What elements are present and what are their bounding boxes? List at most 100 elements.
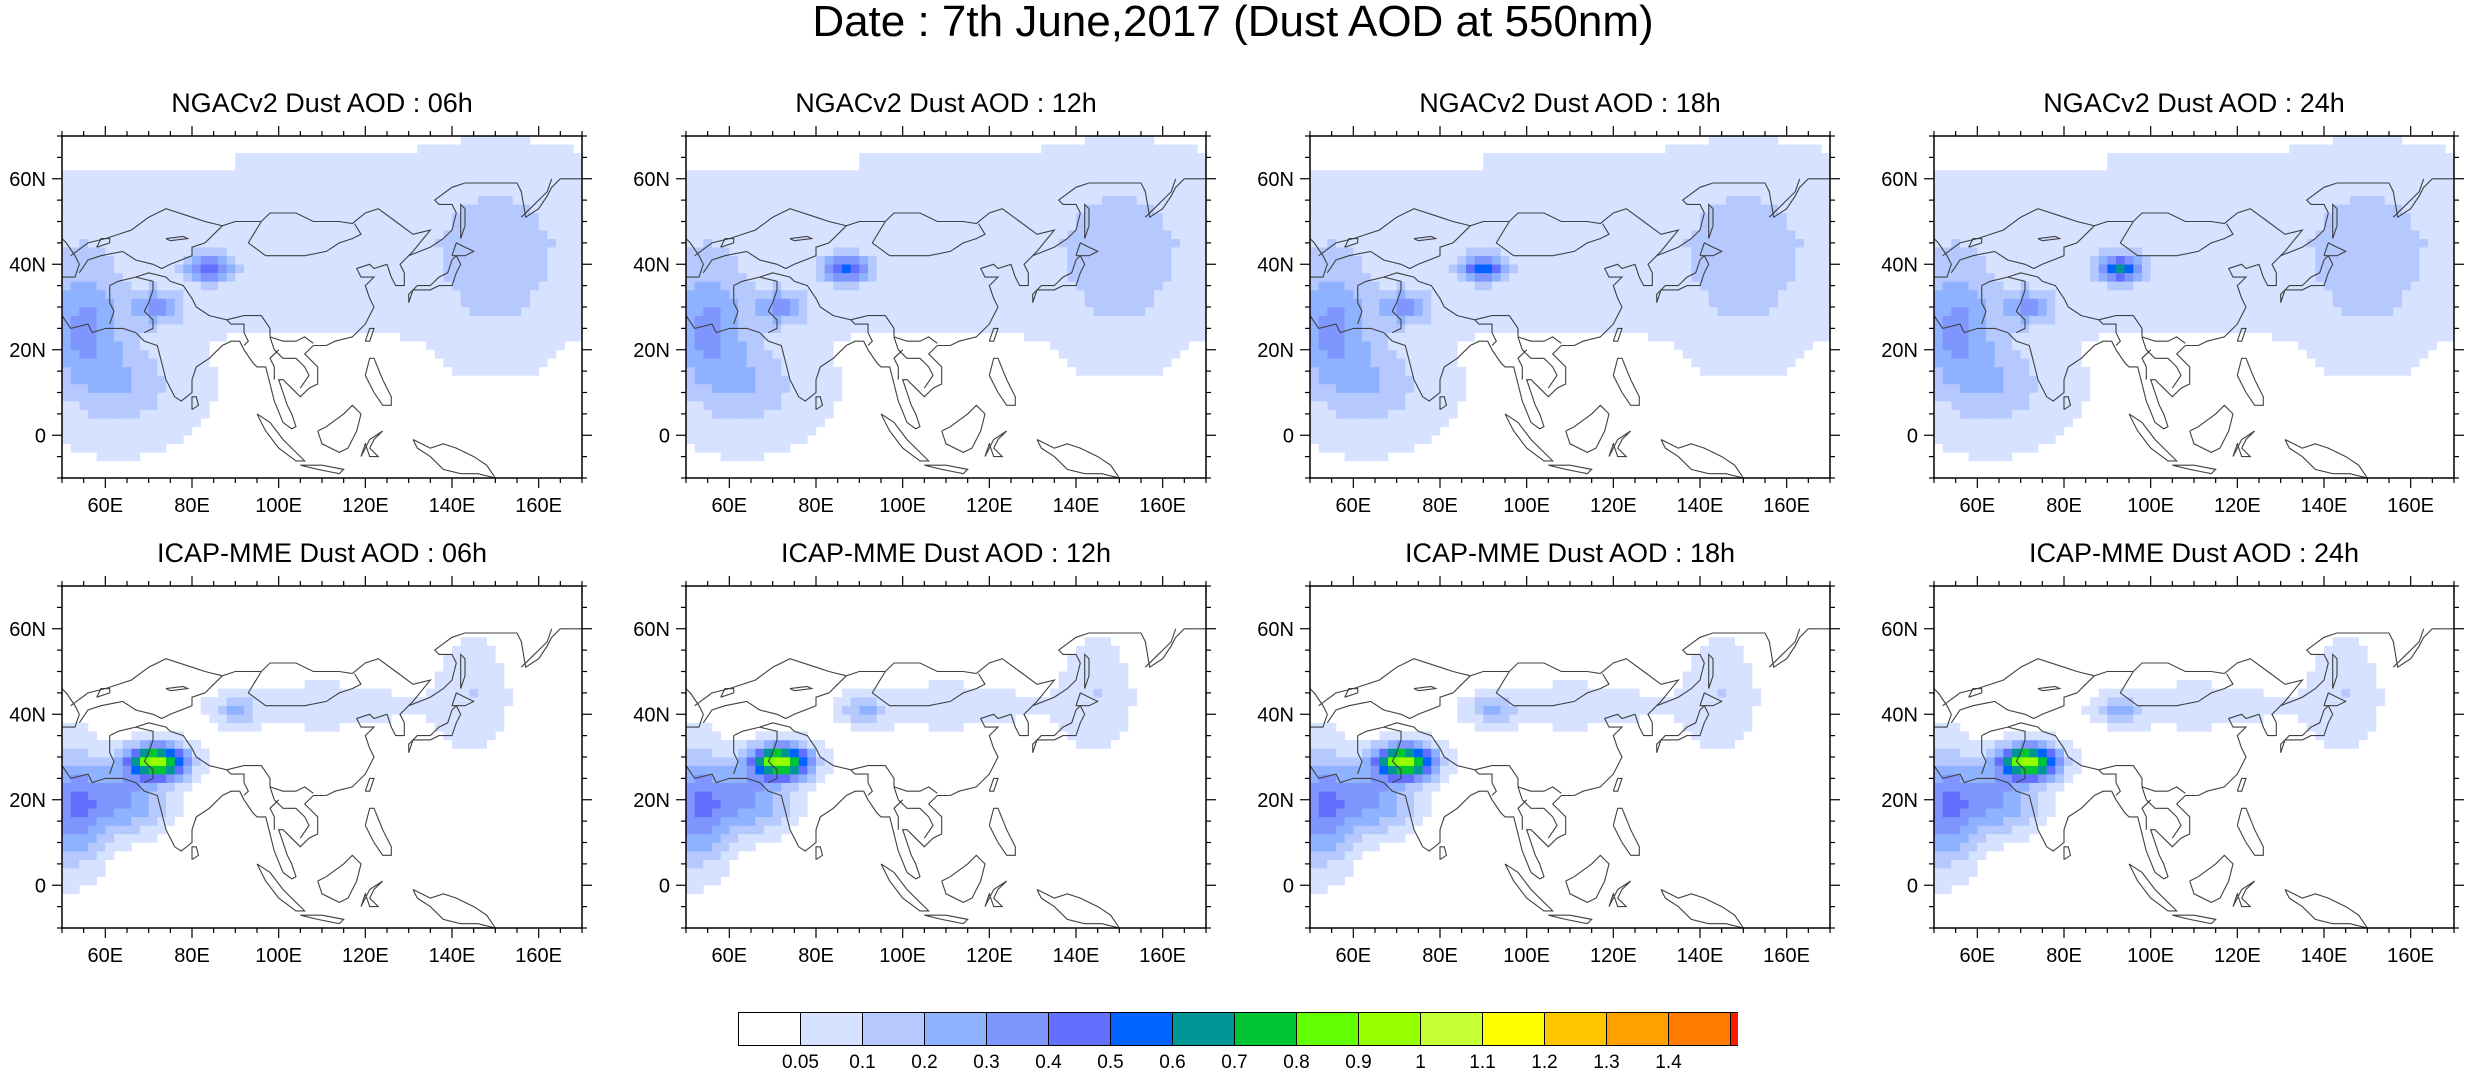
map-plot: 60E 80E 100E 120E 140E 160E 0 20N 40N 60N [1257, 576, 1840, 967]
map-plot: 60E 80E 100E 120E 140E 160E 0 20N 40N 60N [1881, 126, 2464, 517]
map-plot: 60E 80E 100E 120E 140E 160E 0 20N 40N 60N [1257, 126, 1840, 517]
y-tick-label: 40N [9, 704, 46, 726]
x-tick-label: 60E [88, 495, 124, 517]
coastlines [1310, 178, 1830, 478]
x-tick-label: 140E [2301, 945, 2348, 967]
map-plot: 60E 80E 100E 120E 140E 160E 0 20N 40N 60N [633, 126, 1216, 517]
x-tick-label: 160E [1763, 945, 1810, 967]
y-tick-label: 40N [1881, 704, 1918, 726]
colorbar-label: 0.5 [1097, 1052, 1123, 1071]
map-plot: 60E 80E 100E 120E 140E 160E 0 20N 40N 60N [1881, 576, 2464, 967]
colorbar-label: 0.7 [1221, 1052, 1247, 1071]
x-tick-label: 120E [2214, 495, 2261, 517]
coastlines [1310, 628, 1830, 928]
y-tick-label: 0 [1283, 875, 1294, 897]
x-tick-label: 60E [712, 495, 748, 517]
coastlines [686, 628, 1206, 928]
x-tick-label: 80E [174, 945, 210, 967]
colorbar-label: 1.2 [1531, 1052, 1557, 1071]
colorbar-swatch [862, 1012, 925, 1046]
x-tick-label: 140E [1053, 945, 1100, 967]
coastlines [62, 628, 582, 928]
colorbar-swatch [1048, 1012, 1111, 1046]
colorbar-label: 1.4 [1655, 1052, 1682, 1071]
y-tick-label: 60N [1257, 619, 1294, 641]
colorbar-label: 0.3 [973, 1052, 999, 1071]
colorbar-swatch [1296, 1012, 1359, 1046]
y-tick-label: 60N [1881, 619, 1918, 641]
colorbar-swatch [1234, 1012, 1297, 1046]
colorbar: 0.05 0.1 0.2 0.3 0.4 0.5 0.6 0.7 0.8 0.9 1 1.1 1.2 1.… [738, 1012, 1738, 1071]
colorbar-label: 1.3 [1593, 1052, 1619, 1071]
x-tick-label: 100E [255, 495, 302, 517]
y-tick-label: 0 [35, 425, 46, 447]
aod-field [1310, 136, 1830, 478]
y-tick-label: 40N [1257, 254, 1294, 276]
aod-field [686, 136, 1206, 478]
x-tick-label: 120E [2214, 945, 2261, 967]
colorbar-swatch [1110, 1012, 1173, 1046]
y-tick-label: 60N [633, 169, 670, 191]
map-plot: 60E 80E 100E 120E 140E 160E 0 20N 40N 60N [9, 576, 592, 967]
x-tick-label: 140E [1677, 495, 1724, 517]
map-plot: 60E 80E 100E 120E 140E 160E 0 20N 40N 60N [633, 576, 1216, 967]
x-tick-label: 160E [1139, 945, 1186, 967]
x-tick-label: 160E [2387, 495, 2434, 517]
aod-field [686, 586, 1206, 928]
x-tick-label: 80E [2046, 945, 2082, 967]
x-tick-label: 100E [879, 495, 926, 517]
x-tick-label: 60E [1336, 495, 1372, 517]
y-tick-label: 60N [9, 619, 46, 641]
y-tick-label: 40N [633, 254, 670, 276]
x-tick-label: 160E [2387, 945, 2434, 967]
panel-title: ICAP-MME Dust AOD : 18h [1404, 538, 1736, 568]
map-panel: ICAP-MME Dust AOD : 18h 60E 80E 100E 120E 140… [1248, 538, 1868, 988]
y-tick-label: 0 [1907, 425, 1918, 447]
x-tick-label: 120E [966, 495, 1013, 517]
y-tick-label: 40N [633, 704, 670, 726]
panel-title: NGACv2 Dust AOD : 12h [795, 88, 1097, 118]
x-tick-label: 80E [1422, 495, 1458, 517]
map-panel: NGACv2 Dust AOD : 24h 60E 80E 100E 120E 140E 1… [1872, 88, 2466, 538]
colorbar-swatch [1544, 1012, 1607, 1046]
x-tick-label: 80E [2046, 495, 2082, 517]
colorbar-label: 0.8 [1283, 1052, 1309, 1071]
colorbar-swatch [1358, 1012, 1421, 1046]
colorbar-swatch [738, 1012, 801, 1046]
colorbar-swatch [1172, 1012, 1235, 1046]
x-tick-label: 160E [1763, 495, 1810, 517]
x-tick-label: 60E [1336, 945, 1372, 967]
colorbar-label: 0.4 [1035, 1052, 1062, 1071]
colorbar-swatch [1482, 1012, 1545, 1046]
colorbar-swatch [986, 1012, 1049, 1046]
x-tick-label: 120E [342, 495, 389, 517]
colorbar-label: 1.1 [1469, 1052, 1495, 1071]
y-tick-label: 60N [633, 619, 670, 641]
x-tick-label: 60E [88, 945, 124, 967]
x-tick-label: 160E [515, 945, 562, 967]
colorbar-label: 1 [1415, 1052, 1426, 1071]
colorbar-label: 0.05 [782, 1052, 819, 1071]
aod-field [62, 586, 582, 928]
x-tick-label: 160E [1139, 495, 1186, 517]
x-tick-label: 100E [2127, 495, 2174, 517]
y-tick-label: 60N [1881, 169, 1918, 191]
x-tick-label: 100E [1503, 495, 1550, 517]
figure-title: Date : 7th June,2017 (Dust AOD at 550nm) [812, 0, 1654, 46]
colorbar-swatch [1668, 1012, 1731, 1046]
x-tick-label: 100E [879, 945, 926, 967]
y-tick-label: 60N [1257, 169, 1294, 191]
colorbar-swatch [924, 1012, 987, 1046]
x-tick-label: 120E [1590, 945, 1637, 967]
y-tick-label: 20N [1257, 790, 1294, 812]
y-tick-label: 20N [9, 340, 46, 362]
x-tick-label: 80E [798, 945, 834, 967]
colorbar-label: 0.6 [1159, 1052, 1185, 1071]
colorbar-label: 0.9 [1345, 1052, 1371, 1071]
y-tick-label: 40N [1881, 254, 1918, 276]
x-tick-label: 100E [1503, 945, 1550, 967]
x-tick-label: 140E [429, 495, 476, 517]
y-tick-label: 0 [35, 875, 46, 897]
x-tick-label: 60E [712, 945, 748, 967]
x-tick-label: 120E [966, 945, 1013, 967]
